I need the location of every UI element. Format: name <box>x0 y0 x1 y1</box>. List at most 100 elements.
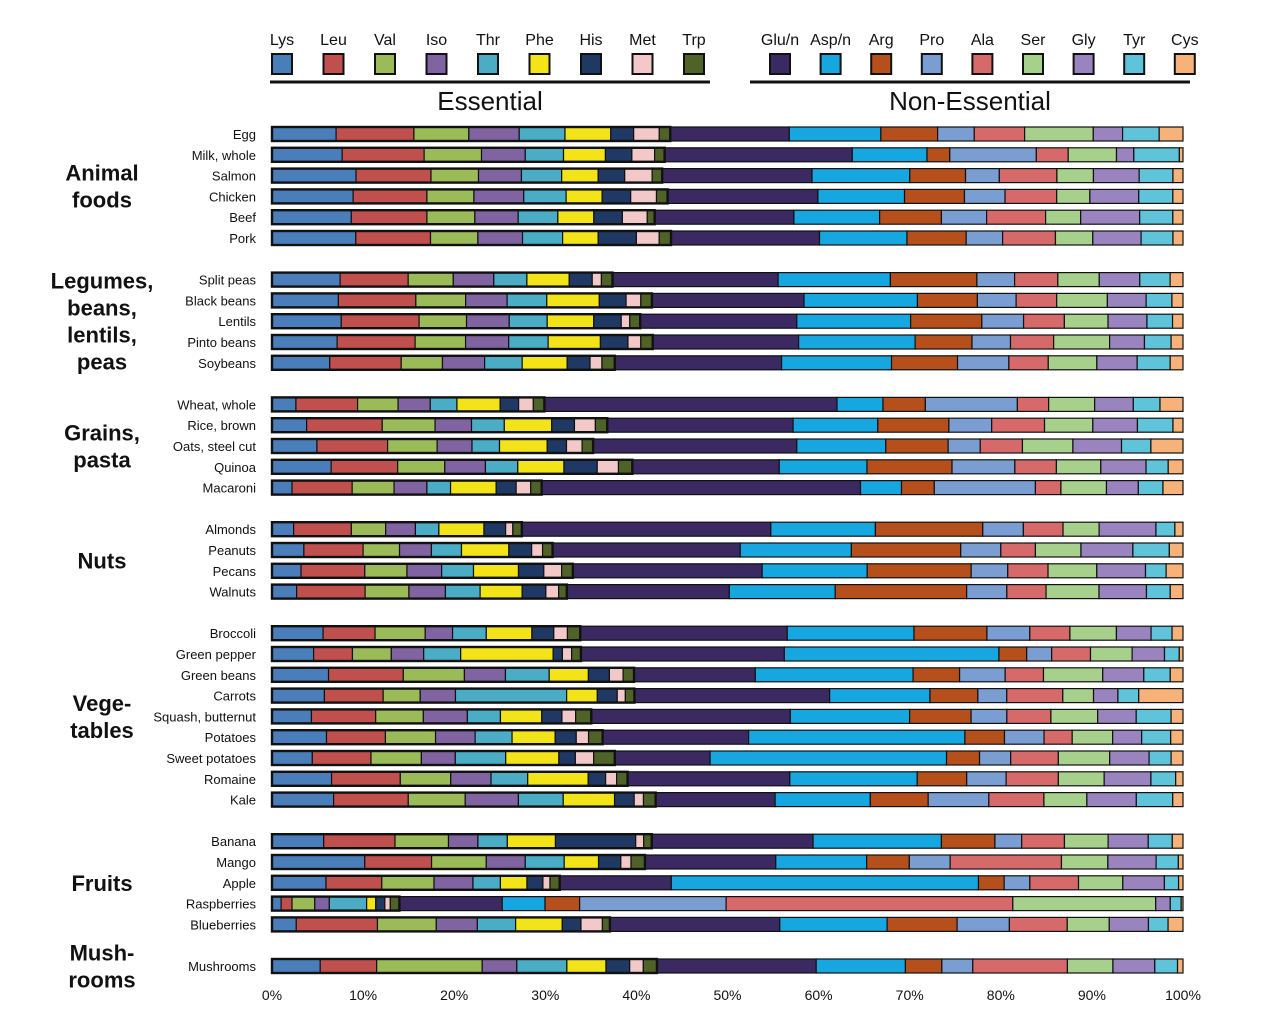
essential-outline <box>270 645 583 663</box>
bar-segment-arg <box>912 667 961 683</box>
bar-segment-val <box>426 188 475 204</box>
bar-row-green-pepper: Green pepper <box>176 645 1184 663</box>
bar-segment-his <box>610 126 635 142</box>
bar-segment-thr <box>493 272 528 288</box>
bar-segment-pro <box>956 355 1010 371</box>
row-label-split-peas: Split peas <box>199 273 257 288</box>
bar-segment-pro <box>941 958 974 974</box>
bar-segment-ser <box>1047 355 1098 371</box>
row-label-blueberries: Blueberries <box>190 917 256 932</box>
bar-segment-asp-n <box>786 625 915 641</box>
bars: Egg Milk, whole Salmon Chicken Beef Pork Split… <box>153 125 1184 975</box>
bar-segment-leu <box>333 791 409 808</box>
bar-segment-lys <box>271 147 343 163</box>
x-tick-label: 10% <box>349 987 377 1003</box>
bar-segment-trp <box>581 438 594 454</box>
legend-swatch-leu <box>322 53 345 75</box>
bar-segment-pro <box>964 168 1000 184</box>
bar-segment-gly <box>1103 771 1152 787</box>
bar-segment-iso <box>424 625 454 641</box>
bar-segment-leu <box>319 958 378 974</box>
legend-label-val: Val <box>374 32 396 49</box>
bar-segment-gly <box>1092 687 1119 704</box>
essential-outline <box>270 521 524 538</box>
bar-segment-arg <box>909 168 967 184</box>
bar-segment-ala <box>991 417 1046 433</box>
bar-segment-glu-n <box>606 417 794 433</box>
bar-segment-glu-n <box>566 583 730 600</box>
bar-segment-met <box>605 771 618 787</box>
bar-segment-arg <box>869 791 929 808</box>
bar-segment-ser <box>1089 646 1133 662</box>
bar-segment-asp-n <box>501 895 546 912</box>
bar-segment-iso <box>473 188 525 204</box>
bar-segment-ala <box>1005 771 1059 787</box>
legend-swatch-ser <box>1022 53 1044 75</box>
bar-segment-asp-n <box>797 334 916 350</box>
bar-segment-cys <box>1175 771 1184 787</box>
bar-segment-met <box>625 292 642 308</box>
x-tick-label: 0% <box>262 987 282 1003</box>
row-label-black-beans: Black beans <box>185 293 256 308</box>
legend-label-glu-n: Glu/n <box>761 32 799 49</box>
bar-segment-thr <box>517 791 564 808</box>
bar-segment-ala <box>1051 646 1092 662</box>
row-label-salmon: Salmon <box>212 169 256 184</box>
bar-segment-arg <box>926 147 951 163</box>
bar-segment-leu <box>340 313 420 329</box>
bar-segment-iso <box>390 646 425 662</box>
bar-segment-tyr <box>1136 417 1174 433</box>
bar-segment-tyr <box>1155 521 1176 537</box>
bar-segment-trp <box>566 625 581 641</box>
bar-segment-ala <box>725 895 1014 912</box>
bar-row-blueberries: Blueberries <box>190 916 1184 933</box>
legend-swatch-pro <box>920 53 943 75</box>
bar-segment-cys <box>1177 875 1184 891</box>
bar-segment-leu <box>341 147 425 163</box>
bar-segment-his <box>517 563 545 579</box>
x-tick-label: 40% <box>622 987 650 1003</box>
bar-segment-ser <box>1071 729 1114 745</box>
bar-row-split-peas: Split peas <box>199 271 1184 288</box>
bar-segment-phe <box>562 791 616 808</box>
group-label-grains-pasta: Grains, pasta <box>64 421 140 473</box>
bar-segment-tyr <box>1120 438 1152 454</box>
bar-segment-his <box>558 750 576 766</box>
bar-segment-ala <box>1006 687 1064 704</box>
bar-segment-gly <box>1115 625 1152 641</box>
bar-segment-asp-n <box>829 687 931 704</box>
bar-segment-asp-n <box>818 230 908 246</box>
bar-segment-gly <box>1092 126 1124 142</box>
bar-segment-met <box>591 272 603 288</box>
bar-segment-asp-n <box>775 854 868 870</box>
bar-segment-thr <box>520 168 563 184</box>
essential-outline <box>270 229 673 247</box>
bar-segment-lys <box>271 292 339 308</box>
bar-segment-gly <box>1098 583 1148 600</box>
bar-segment-trp <box>629 313 641 329</box>
essential-outline <box>270 271 614 288</box>
row-label-walnuts: Walnuts <box>210 585 257 600</box>
bar-segment-pro <box>994 833 1023 849</box>
bar-segment-arg <box>904 958 943 974</box>
essential-outline <box>270 625 582 642</box>
bar-segment-lys <box>271 396 297 412</box>
bar-segment-cys <box>1172 230 1184 246</box>
bar-segment-his <box>587 667 610 683</box>
bar-segment-leu <box>310 708 377 725</box>
bar-segment-ala <box>988 791 1045 808</box>
bar-segment-ser <box>1043 791 1088 808</box>
bar-segment-cys <box>1172 417 1184 433</box>
bar-segment-trp <box>617 459 633 475</box>
bar-segment-met <box>629 958 644 974</box>
essential-outline <box>270 146 666 164</box>
bar-segment-iso <box>465 292 508 308</box>
bar-segment-arg <box>914 334 973 350</box>
bar-segment-his <box>597 230 638 246</box>
row-label-mango: Mango <box>216 855 256 870</box>
bar-segment-thr <box>521 230 564 246</box>
bar-segment-iso <box>477 230 524 246</box>
bar-segment-asp-n <box>770 521 877 537</box>
bar-segment-ser <box>1057 272 1100 288</box>
bar-segment-phe <box>526 272 570 288</box>
